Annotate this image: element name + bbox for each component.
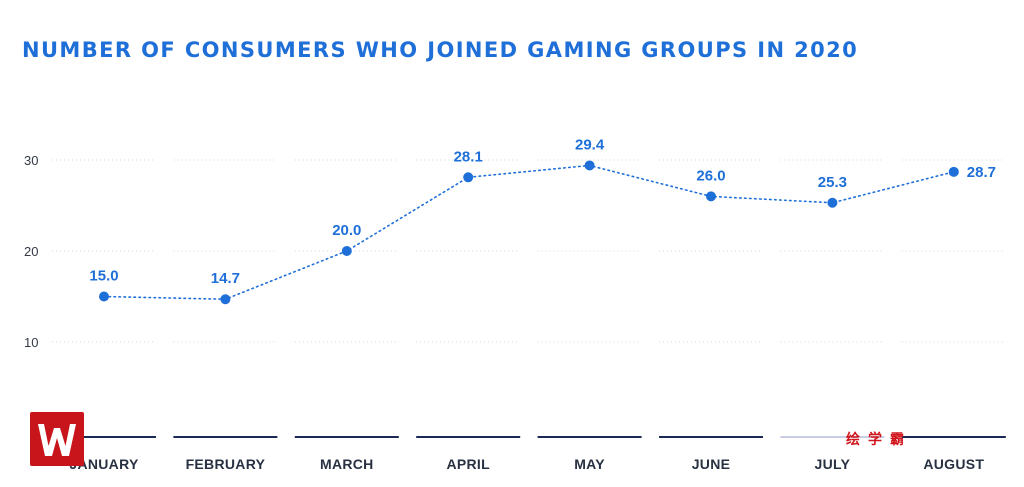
x-category-label: APRIL xyxy=(446,456,490,472)
series-polyline xyxy=(103,164,955,301)
baseline-segment-5 xyxy=(659,436,763,438)
data-point-6 xyxy=(827,197,838,208)
data-point-5 xyxy=(706,191,716,202)
category-baselines xyxy=(52,436,1006,438)
x-category-label: JANUARY xyxy=(69,456,139,472)
y-tick-label: 30 xyxy=(24,153,38,168)
x-axis-categories: JANUARY FEBRUARY MARCH APRIL MAY JUNE JULY AUGU… xyxy=(69,456,984,472)
chart-title: NUMBER OF CONSUMERS WHO JOINED GAMING GR… xyxy=(22,38,859,62)
data-label-5: 26.0 xyxy=(696,167,725,184)
x-category-label: MARCH xyxy=(320,456,374,472)
w-logo-icon xyxy=(30,412,84,466)
x-category-label: FEBRUARY xyxy=(186,456,266,472)
baseline-segment-3 xyxy=(416,436,521,438)
series-line xyxy=(103,164,955,301)
data-label-3: 28.1 xyxy=(454,148,483,165)
data-point-7 xyxy=(948,166,959,177)
data-label-2: 20.0 xyxy=(332,222,361,239)
data-label-4: 29.4 xyxy=(575,136,605,153)
data-point-4 xyxy=(584,160,595,171)
watermark-text: 绘学霸 xyxy=(846,431,912,447)
x-category-label: JUNE xyxy=(692,456,731,472)
data-label-1: 14.7 xyxy=(211,270,240,287)
grid-lines xyxy=(52,159,1006,343)
x-category-label: MAY xyxy=(574,456,605,472)
x-category-label: AUGUST xyxy=(923,456,984,472)
data-point-1 xyxy=(220,294,231,305)
data-point-3 xyxy=(463,172,474,183)
data-label-7: 28.7 xyxy=(967,164,996,181)
baseline-segment-7 xyxy=(901,436,1006,438)
y-axis-ticks: 10 20 30 xyxy=(24,153,38,350)
baseline-segment-6 xyxy=(780,436,885,438)
baseline-segment-4 xyxy=(537,436,642,438)
data-point-0 xyxy=(99,291,109,302)
data-point-2 xyxy=(341,246,352,256)
baseline-segment-1 xyxy=(173,436,278,438)
data-label-0: 15.0 xyxy=(89,268,118,285)
data-points xyxy=(99,160,959,305)
data-labels: 15.0 14.7 20.0 28.1 29.4 26.0 25.3 28.7 xyxy=(89,136,996,287)
data-label-6: 25.3 xyxy=(818,174,847,191)
y-tick-label: 10 xyxy=(24,335,38,350)
baseline-segment-2 xyxy=(294,436,399,438)
x-category-label: JULY xyxy=(815,456,851,472)
y-tick-label: 20 xyxy=(24,244,38,259)
baseline-segment-0 xyxy=(52,436,156,438)
